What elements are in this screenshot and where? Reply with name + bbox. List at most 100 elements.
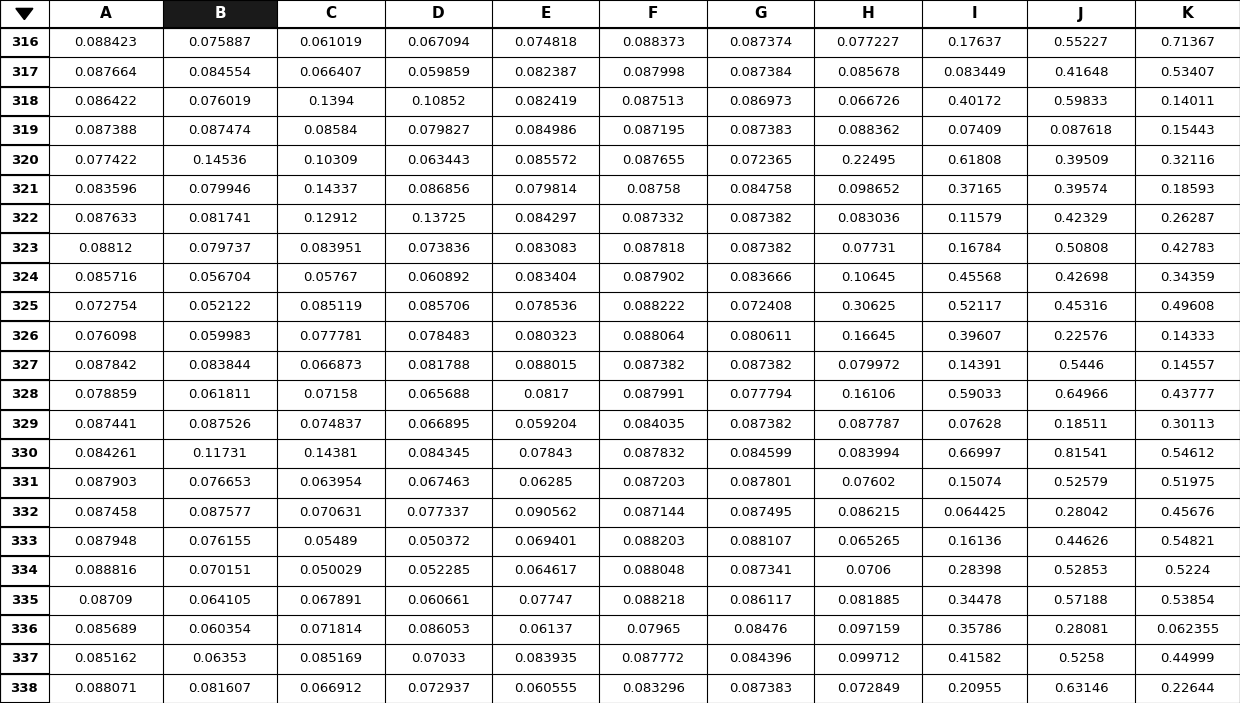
Bar [48,556,162,586]
Text: 0.084345: 0.084345 [407,447,470,460]
Bar [1135,204,1240,233]
Bar [1027,86,1135,116]
Bar [815,233,923,263]
Bar [384,615,492,645]
Text: 0.063954: 0.063954 [299,477,362,489]
Text: 0.39509: 0.39509 [1054,153,1109,167]
Bar [707,586,815,615]
Bar [277,321,384,351]
Bar [277,0,384,28]
Bar [492,410,599,439]
Text: 0.080323: 0.080323 [515,330,578,342]
Text: A: A [100,6,112,22]
Bar [277,527,384,556]
Text: 326: 326 [11,330,38,342]
Bar [923,673,1027,703]
Text: 0.087388: 0.087388 [74,124,138,137]
Bar [1135,380,1240,410]
Text: 0.087818: 0.087818 [621,242,684,254]
Bar [48,615,162,645]
Bar [815,175,923,204]
Bar [1027,586,1135,615]
Bar [277,468,384,498]
Bar [48,527,162,556]
Bar [384,673,492,703]
Bar [0,556,48,586]
Text: 0.22644: 0.22644 [1161,682,1215,695]
Bar [277,556,384,586]
Bar [707,292,815,321]
Text: 0.41582: 0.41582 [947,652,1002,666]
Text: 0.098652: 0.098652 [837,183,900,196]
Text: 328: 328 [11,388,38,401]
Bar [0,86,48,116]
Bar [277,263,384,292]
Text: 0.090562: 0.090562 [515,505,578,519]
Text: 0.084758: 0.084758 [729,183,792,196]
Text: 318: 318 [11,95,38,108]
Bar [277,586,384,615]
Text: E: E [541,6,551,22]
Text: 0.087382: 0.087382 [729,359,792,372]
Bar [707,86,815,116]
Bar [48,439,162,468]
Bar [815,146,923,175]
Text: 0.088071: 0.088071 [74,682,138,695]
Bar [1135,498,1240,527]
Text: 0.07731: 0.07731 [841,242,895,254]
Text: 334: 334 [10,565,38,577]
Bar [162,673,277,703]
Bar [1135,586,1240,615]
Text: 0.064425: 0.064425 [944,505,1006,519]
Bar [0,586,48,615]
Bar [0,175,48,204]
Bar [162,321,277,351]
Text: 0.39574: 0.39574 [1054,183,1109,196]
Text: 0.084554: 0.084554 [188,65,252,79]
Text: 0.28081: 0.28081 [1054,623,1109,636]
Text: 0.074818: 0.074818 [515,36,578,49]
Bar [923,28,1027,58]
Text: 0.065688: 0.065688 [407,388,470,401]
Bar [384,175,492,204]
Text: 0.059204: 0.059204 [515,418,578,431]
Bar [277,204,384,233]
Bar [492,146,599,175]
Text: 0.083844: 0.083844 [188,359,252,372]
Bar [384,351,492,380]
Bar [162,380,277,410]
Text: 0.076098: 0.076098 [74,330,138,342]
Bar [162,556,277,586]
Bar [1135,86,1240,116]
Bar [384,527,492,556]
Text: 0.37165: 0.37165 [947,183,1002,196]
Text: 0.087382: 0.087382 [729,418,792,431]
Bar [707,498,815,527]
Text: 0.070151: 0.070151 [188,565,252,577]
Text: 0.5258: 0.5258 [1058,652,1104,666]
Bar [162,468,277,498]
Bar [707,233,815,263]
Text: 0.050372: 0.050372 [407,535,470,548]
Bar [162,175,277,204]
Bar [599,116,707,146]
Bar [599,380,707,410]
Text: 0.072937: 0.072937 [407,682,470,695]
Text: 0.085716: 0.085716 [74,271,138,284]
Bar [277,439,384,468]
Bar [162,86,277,116]
Text: 0.087332: 0.087332 [621,212,684,225]
Bar [815,380,923,410]
Text: 0.34359: 0.34359 [1159,271,1215,284]
Text: 0.072408: 0.072408 [729,300,792,314]
Text: 0.075887: 0.075887 [188,36,252,49]
Bar [1027,175,1135,204]
Text: 0.087144: 0.087144 [621,505,684,519]
Bar [0,292,48,321]
Bar [384,410,492,439]
Bar [48,673,162,703]
Bar [0,468,48,498]
Bar [815,351,923,380]
Text: 0.16106: 0.16106 [841,388,895,401]
Bar [815,527,923,556]
